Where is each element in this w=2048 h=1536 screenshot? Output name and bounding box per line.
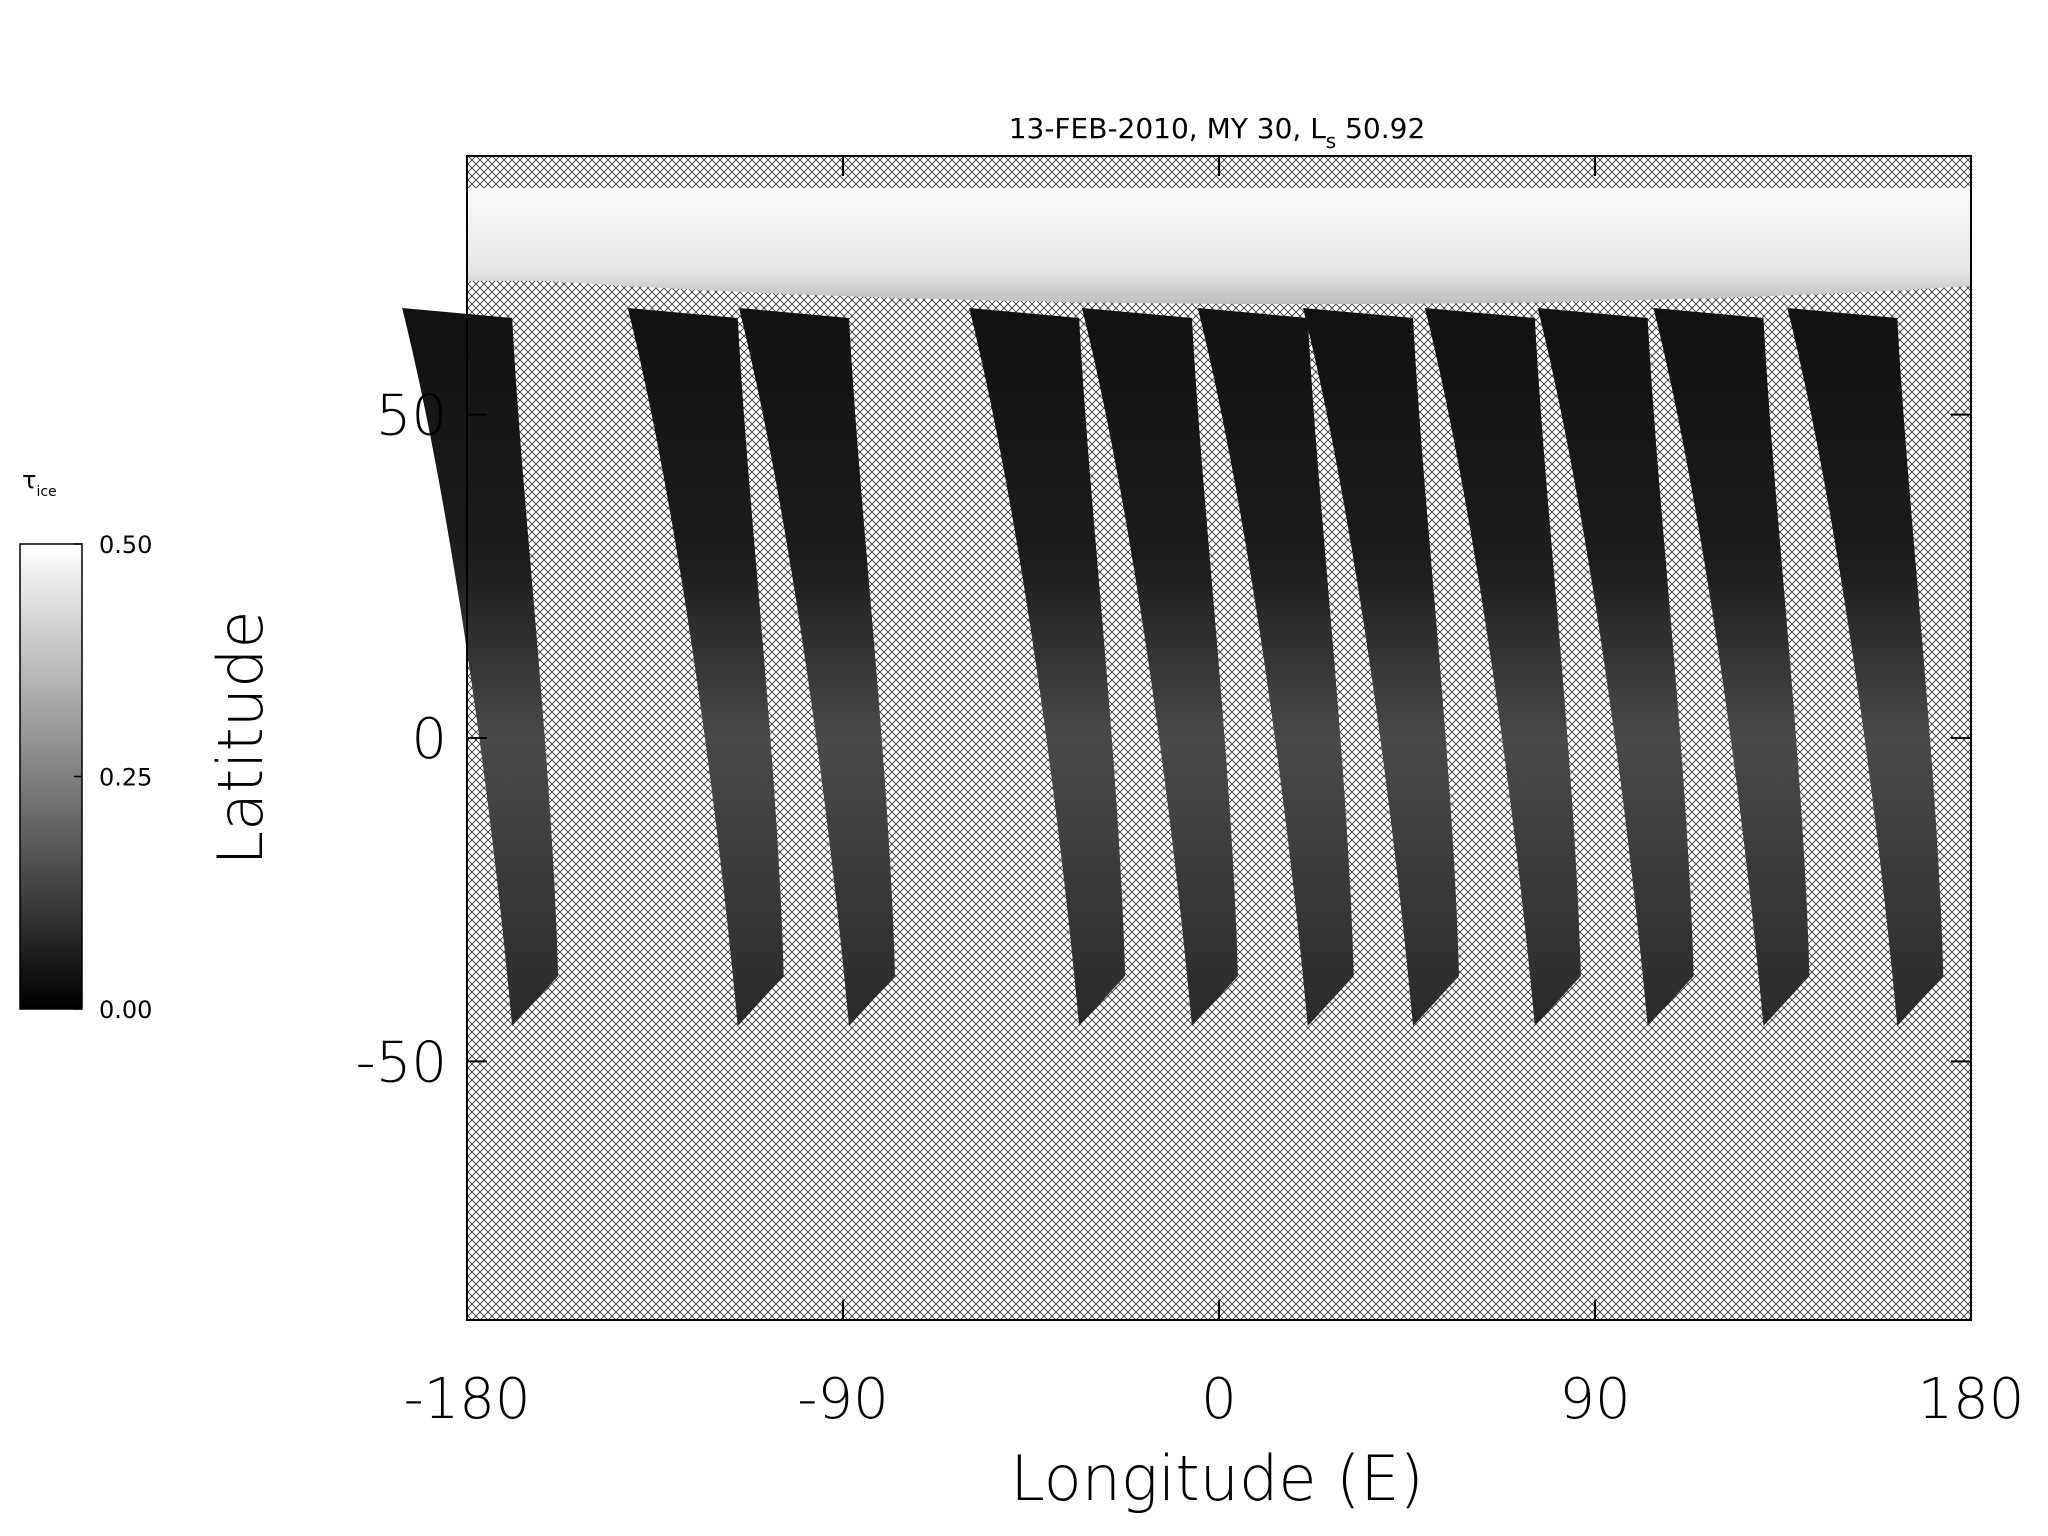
colorbar-symbol: τ [22,466,36,494]
colorbar [19,543,83,1010]
x-tick-label: 0 [1201,1367,1237,1432]
polar-cap [467,188,1971,305]
y-tick-label: 50 [376,384,447,449]
x-tick-label: -90 [797,1367,888,1432]
colorbar-tick-label: 0.00 [99,996,152,1024]
observation-swath [1197,308,1354,1026]
observation-swath [1303,308,1460,1026]
observation-swath [969,308,1126,1026]
colorbar-tick-label: 0.25 [99,764,152,792]
observation-swath [402,308,559,1026]
chart-title: 13-FEB-2010, MY 30, Ls 50.92 [1009,112,1426,153]
colorbar-label: τice [22,466,57,500]
y-tick-label: 0 [411,707,447,772]
title-text: 13-FEB-2010, MY 30, L [1009,112,1326,145]
observation-swath [1653,308,1810,1026]
x-axis-label: Longitude (E) [1010,1442,1423,1515]
observation-swath [739,308,896,1026]
observation-swath [627,308,784,1026]
title-text: 50.92 [1336,112,1425,145]
x-tick-label: 180 [1918,1367,2025,1432]
observation-swath [1081,308,1238,1026]
x-tick-label: 90 [1559,1367,1630,1432]
colorbar-tick-label: 0.50 [99,531,152,559]
colorbar-subscript: ice [36,484,56,500]
y-tick-label: -50 [356,1030,447,1095]
observation-swath [1787,308,1944,1026]
x-tick-label: -180 [403,1367,530,1432]
observation-swath [1537,308,1694,1026]
observation-swath [1424,308,1581,1026]
title-subscript: s [1326,129,1336,153]
y-axis-label: Latitude [204,610,277,865]
plot-area [402,155,1972,1321]
